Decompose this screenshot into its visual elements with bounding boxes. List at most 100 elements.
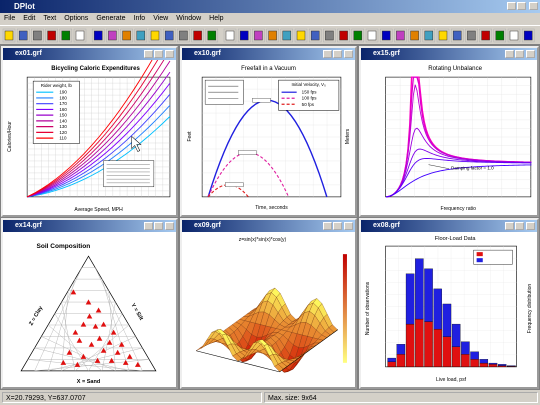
document-window[interactable]: ex10.grf Freefall in a Vacuum Initial Velo… [180, 46, 357, 217]
toolbar-button[interactable] [351, 28, 365, 43]
document-window[interactable]: ex15.grf Rotating Unbalance Damping factor… [359, 46, 539, 217]
close-button[interactable] [165, 50, 174, 58]
toolbar-button[interactable] [493, 28, 507, 43]
close-button[interactable] [344, 50, 353, 58]
document-window[interactable]: ex08.grf Floor-Load Data Live load, psf Num… [359, 218, 539, 389]
button-icon [150, 30, 160, 41]
close-button[interactable] [529, 2, 538, 10]
toolbar-button[interactable] [31, 28, 44, 43]
toolbar-button[interactable] [91, 28, 105, 43]
bar-segment [507, 365, 516, 367]
button-icon [179, 30, 188, 41]
minimize-button[interactable] [144, 222, 153, 230]
button-icon [410, 30, 419, 41]
bar-segment [488, 364, 498, 368]
button-icon [193, 30, 202, 41]
chart-title: Soil Composition [37, 243, 91, 250]
toolbar [0, 25, 540, 45]
button-icon [424, 30, 434, 41]
menu-item[interactable]: Text [43, 15, 57, 22]
toolbar-button[interactable] [266, 28, 279, 43]
button-icon [33, 30, 42, 41]
minimize-button[interactable] [323, 222, 332, 230]
toolbar-button[interactable] [521, 28, 535, 43]
maximize-button[interactable] [154, 222, 163, 230]
maximize-button[interactable] [333, 222, 342, 230]
toolbar-button[interactable] [436, 28, 450, 43]
maximize-button[interactable] [515, 222, 524, 230]
toolbar-button[interactable] [2, 28, 16, 43]
toolbar-button[interactable] [106, 28, 119, 43]
curve [27, 116, 171, 198]
toolbar-button[interactable] [191, 28, 204, 43]
close-button[interactable] [344, 222, 353, 230]
maximize-button[interactable] [515, 50, 524, 58]
toolbar-button[interactable] [252, 28, 265, 43]
x-axis-label: Live load, psf [436, 377, 467, 383]
legend [473, 249, 513, 265]
menu-item[interactable]: Info [133, 15, 146, 22]
toolbar-button[interactable] [59, 28, 73, 43]
button-icon [136, 30, 146, 41]
button-icon [452, 30, 462, 41]
minimize-button[interactable] [505, 222, 514, 230]
marker [108, 357, 115, 363]
toolbar-button[interactable] [205, 28, 219, 43]
toolbar-button[interactable] [134, 28, 148, 43]
close-button[interactable] [526, 50, 535, 58]
toolbar-button[interactable] [507, 28, 521, 43]
document-window[interactable]: ex01.grf Bicycling Caloric Expenditures Ri… [1, 46, 178, 217]
button-icon [325, 30, 334, 41]
menu-item[interactable]: Help [209, 15, 224, 22]
document-window[interactable]: ex09.grf z=sin(x)*sin(x)*cos(y) [180, 218, 357, 389]
toolbar-button[interactable] [223, 28, 237, 43]
plot-canvas: z=sin(x)*sin(x)*cos(y) [182, 232, 355, 387]
menu-item[interactable]: File [4, 15, 16, 22]
minimize-button[interactable] [323, 50, 332, 58]
toolbar-button[interactable] [148, 28, 162, 43]
maximize-button[interactable] [154, 50, 163, 58]
toolbar-button[interactable] [465, 28, 478, 43]
curve [26, 60, 153, 198]
toolbar-button[interactable] [120, 28, 133, 43]
toolbar-button[interactable] [422, 28, 436, 43]
minimize-button[interactable] [144, 50, 153, 58]
toolbar-button[interactable] [280, 28, 294, 43]
toolbar-button[interactable] [365, 28, 379, 43]
maximize-button[interactable] [517, 2, 526, 10]
toolbar-button[interactable] [73, 28, 87, 43]
bar-segment [479, 359, 489, 364]
toolbar-button[interactable] [479, 28, 492, 43]
toolbar-button[interactable] [337, 28, 350, 43]
document-window[interactable]: ex14.grf Soil Composition Z = Clay Y = Silt… [1, 218, 178, 389]
toolbar-button[interactable] [394, 28, 407, 43]
toolbar-button[interactable] [177, 28, 190, 43]
legend-label: 140 [59, 118, 67, 123]
marker [100, 347, 107, 353]
toolbar-button[interactable] [379, 28, 393, 43]
close-button[interactable] [526, 222, 535, 230]
toolbar-button[interactable] [323, 28, 336, 43]
window-title: ex14.grf [15, 222, 42, 229]
menu-item[interactable]: Edit [23, 15, 36, 22]
toolbar-button[interactable] [237, 28, 251, 43]
maximize-button[interactable] [333, 50, 342, 58]
menu-item[interactable]: Generate [96, 15, 126, 22]
menu-item[interactable]: View [153, 15, 169, 22]
close-button[interactable] [165, 222, 174, 230]
toolbar-button[interactable] [408, 28, 421, 43]
toolbar-button[interactable] [294, 28, 308, 43]
toolbar-button[interactable] [450, 28, 464, 43]
button-icon [75, 30, 85, 41]
grid-line [88, 313, 123, 371]
toolbar-button[interactable] [308, 28, 322, 43]
toolbar-button[interactable] [162, 28, 176, 43]
menu-item[interactable]: Options [64, 15, 89, 22]
menu-item[interactable]: Window [176, 15, 202, 22]
toolbar-button[interactable] [45, 28, 58, 43]
minimize-button[interactable] [505, 50, 514, 58]
marker [122, 359, 129, 365]
minimize-button[interactable] [507, 2, 516, 10]
toolbar-button[interactable] [16, 28, 30, 43]
